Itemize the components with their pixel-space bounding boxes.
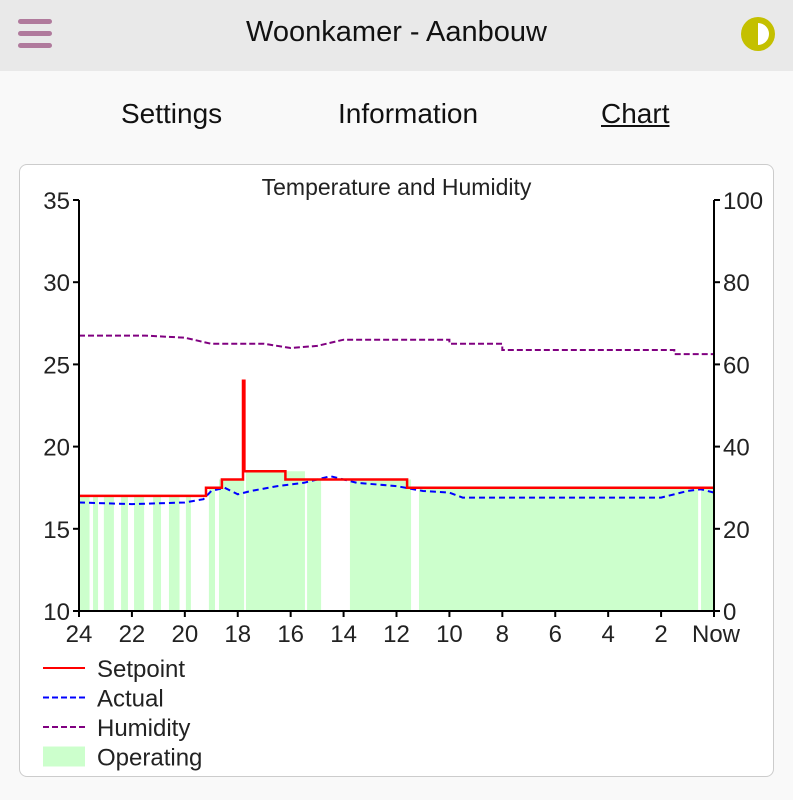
legend-swatch-operating bbox=[43, 746, 85, 767]
x-tick-label: 20 bbox=[171, 621, 198, 648]
legend-label-setpoint: Setpoint bbox=[97, 656, 185, 683]
y-tick-label-right: 80 bbox=[723, 270, 750, 297]
y-tick-label-left: 35 bbox=[43, 188, 70, 215]
operating-area bbox=[80, 495, 90, 611]
operating-area bbox=[103, 495, 114, 611]
contrast-half-circle-icon[interactable] bbox=[740, 16, 776, 52]
x-tick-label: 6 bbox=[549, 621, 562, 648]
page-title: Woonkamer - Aanbouw bbox=[246, 16, 547, 48]
x-tick-label: 16 bbox=[277, 621, 304, 648]
y-tick-label-right: 20 bbox=[723, 517, 750, 544]
series-line-humidity bbox=[79, 334, 714, 356]
y-tick-label-right: 40 bbox=[723, 435, 750, 462]
operating-area bbox=[218, 479, 245, 611]
y-tick-label-left: 30 bbox=[43, 270, 70, 297]
operating-area bbox=[134, 495, 145, 611]
chart-card: Temperature and Humidity 10 15 20 25 30 35 0 20 4… bbox=[19, 164, 774, 777]
operating-area bbox=[153, 495, 162, 611]
x-tick-label: 14 bbox=[330, 621, 357, 648]
x-tick-label: 18 bbox=[224, 621, 251, 648]
x-tick-label: 4 bbox=[601, 621, 614, 648]
y-tick-label-left: 20 bbox=[43, 435, 70, 462]
operating-area bbox=[245, 471, 305, 611]
operating-area bbox=[418, 487, 699, 611]
tab-information[interactable]: Information bbox=[338, 98, 479, 129]
legend-label-operating: Operating bbox=[97, 745, 202, 772]
operating-area bbox=[185, 495, 191, 611]
y-tick-label-left: 25 bbox=[43, 352, 70, 379]
legend-label-actual: Actual bbox=[97, 686, 164, 713]
app-header: Woonkamer - Aanbouw bbox=[0, 0, 793, 71]
x-tick-label: 2 bbox=[654, 621, 667, 648]
operating-area bbox=[168, 495, 180, 611]
y-tick-label-right: 0 bbox=[723, 599, 736, 626]
tab-settings[interactable]: Settings bbox=[121, 98, 223, 129]
x-tick-label: Now bbox=[692, 621, 741, 648]
operating-area bbox=[307, 479, 322, 611]
legend-label-humidity: Humidity bbox=[97, 715, 190, 742]
operating-area bbox=[93, 495, 99, 611]
y-tick-label-right: 60 bbox=[723, 352, 750, 379]
y-tick-label-left: 15 bbox=[43, 517, 70, 544]
x-tick-label: 12 bbox=[383, 621, 410, 648]
x-tick-label: 24 bbox=[66, 621, 93, 648]
chart-title: Temperature and Humidity bbox=[262, 174, 532, 200]
tab-chart[interactable]: Chart bbox=[601, 98, 670, 129]
operating-area bbox=[349, 479, 412, 611]
x-tick-label: 8 bbox=[496, 621, 509, 648]
x-tick-label: 10 bbox=[436, 621, 463, 648]
x-tick-label: 22 bbox=[119, 621, 146, 648]
hamburger-menu-icon[interactable] bbox=[18, 19, 52, 49]
tab-bar: Settings Information Chart bbox=[0, 98, 793, 138]
series-line-setpoint bbox=[79, 379, 714, 498]
y-tick-label-right: 100 bbox=[723, 188, 763, 215]
temperature-humidity-chart: Temperature and Humidity 10 15 20 25 30 35 0 20 4… bbox=[43, 174, 763, 772]
operating-area bbox=[701, 487, 714, 611]
operating-area bbox=[121, 495, 128, 611]
operating-area bbox=[208, 487, 215, 611]
y-tick-label-left: 10 bbox=[43, 599, 70, 626]
